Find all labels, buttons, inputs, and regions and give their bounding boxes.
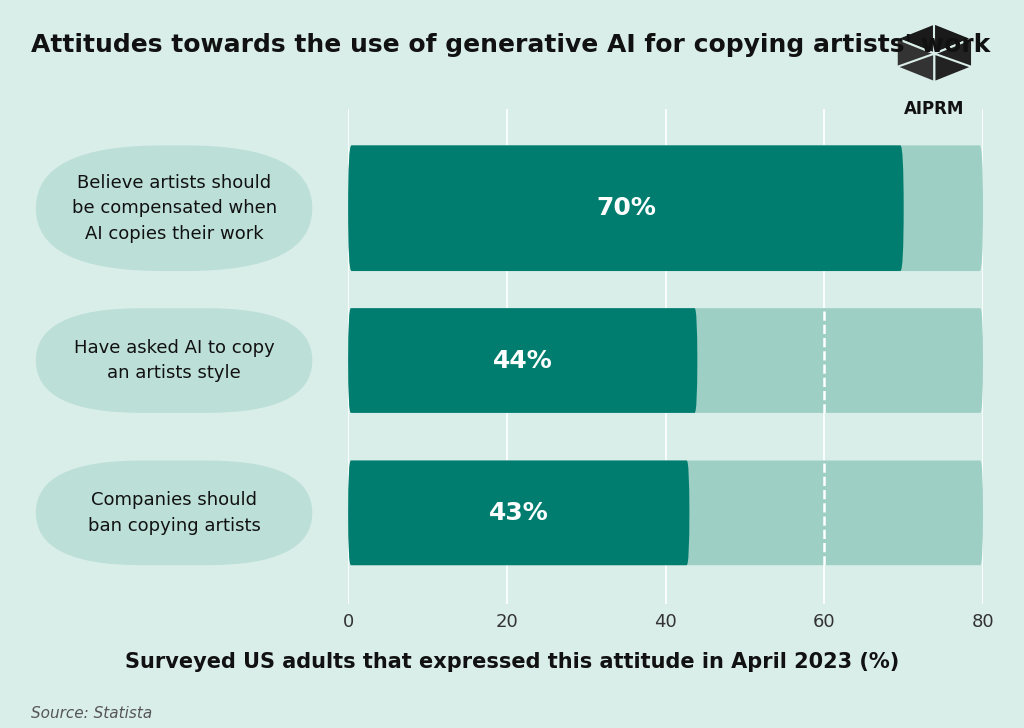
Text: Believe artists should
be compensated when
AI copies their work: Believe artists should be compensated wh… [72, 173, 276, 243]
FancyBboxPatch shape [348, 308, 983, 413]
FancyBboxPatch shape [36, 146, 312, 271]
FancyBboxPatch shape [348, 461, 689, 565]
Text: Surveyed US adults that expressed this attitude in April 2023 (%): Surveyed US adults that expressed this a… [125, 652, 899, 671]
FancyBboxPatch shape [36, 461, 312, 565]
Text: 43%: 43% [488, 501, 549, 525]
Text: Source: Statista: Source: Statista [31, 706, 152, 721]
FancyBboxPatch shape [348, 461, 983, 565]
Text: Attitudes towards the use of generative AI for copying artists' work: Attitudes towards the use of generative … [31, 33, 990, 57]
Text: AIPRM: AIPRM [904, 100, 964, 119]
Text: Companies should
ban copying artists: Companies should ban copying artists [88, 491, 260, 534]
FancyBboxPatch shape [348, 308, 697, 413]
FancyBboxPatch shape [348, 146, 983, 271]
FancyBboxPatch shape [36, 308, 312, 413]
Text: 44%: 44% [493, 349, 553, 373]
Text: 70%: 70% [596, 197, 655, 220]
Polygon shape [934, 39, 972, 82]
Polygon shape [897, 39, 934, 82]
Polygon shape [897, 23, 972, 54]
Text: Have asked AI to copy
an artists style: Have asked AI to copy an artists style [74, 339, 274, 382]
FancyBboxPatch shape [348, 146, 904, 271]
